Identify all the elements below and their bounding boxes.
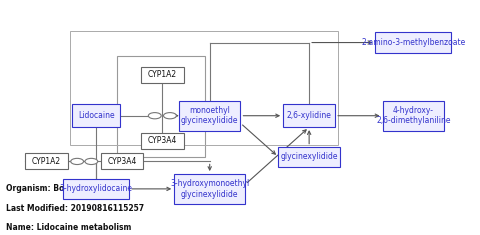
FancyBboxPatch shape [174,174,245,204]
Text: CYP1A2: CYP1A2 [32,157,61,166]
FancyBboxPatch shape [101,153,144,169]
Text: monoethyl
glycinexylidide: monoethyl glycinexylidide [181,106,239,125]
Text: 2,6-xylidine: 2,6-xylidine [287,111,332,120]
FancyBboxPatch shape [63,179,129,199]
Circle shape [164,113,176,119]
Text: 3-hydroxymonoethyl
glycinexylidide: 3-hydroxymonoethyl glycinexylidide [170,179,249,199]
FancyBboxPatch shape [283,104,335,127]
FancyBboxPatch shape [278,147,340,167]
Circle shape [148,113,161,119]
Text: Organism: Bos taurus: Organism: Bos taurus [6,184,100,193]
FancyBboxPatch shape [375,32,451,53]
FancyBboxPatch shape [179,101,240,131]
FancyBboxPatch shape [141,67,184,82]
Text: CYP3A4: CYP3A4 [148,136,177,145]
FancyBboxPatch shape [383,101,444,131]
Text: 3-hydroxylidocaine: 3-hydroxylidocaine [60,184,132,193]
Text: Name: Lidocaine metabolism: Name: Lidocaine metabolism [6,223,132,232]
Text: Last Modified: 20190816115257: Last Modified: 20190816115257 [6,204,144,213]
FancyBboxPatch shape [25,153,68,169]
Text: 4-hydroxy-
2,6-dimethylaniline: 4-hydroxy- 2,6-dimethylaniline [376,106,451,125]
Circle shape [71,158,84,164]
FancyBboxPatch shape [72,104,120,127]
Text: 2-amino-3-methylbenzoate: 2-amino-3-methylbenzoate [361,38,466,47]
Text: Lidocaine: Lidocaine [78,111,114,120]
Circle shape [85,158,98,164]
Text: CYP3A4: CYP3A4 [108,157,137,166]
FancyBboxPatch shape [141,133,184,149]
Text: CYP1A2: CYP1A2 [148,70,177,79]
Text: glycinexylidide: glycinexylidide [280,152,338,161]
